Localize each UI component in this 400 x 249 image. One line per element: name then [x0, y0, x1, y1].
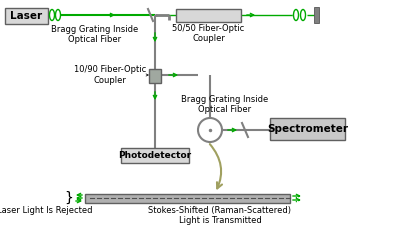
Text: 50/50 Fiber-Optic
Coupler: 50/50 Fiber-Optic Coupler: [172, 24, 245, 43]
Text: Spectrometer: Spectrometer: [267, 124, 348, 134]
Bar: [176, 9, 241, 22]
Bar: [5, 8, 48, 24]
Bar: [270, 118, 345, 140]
Text: Photodetector: Photodetector: [118, 151, 192, 160]
Bar: [149, 69, 161, 83]
Text: Bragg Grating Inside
Optical Fiber: Bragg Grating Inside Optical Fiber: [181, 95, 269, 114]
Text: Laser Light Is Rejected: Laser Light Is Rejected: [0, 206, 93, 215]
Text: Laser: Laser: [10, 11, 42, 21]
Bar: [314, 7, 319, 23]
Bar: [121, 148, 189, 163]
Text: Stokes-Shifted (Raman-Scattered)
Light is Transmitted: Stokes-Shifted (Raman-Scattered) Light i…: [148, 206, 292, 225]
Text: Bragg Grating Inside
Optical Fiber: Bragg Grating Inside Optical Fiber: [51, 25, 139, 44]
Text: }: }: [64, 191, 73, 205]
Text: 10/90 Fiber-Optic
Coupler: 10/90 Fiber-Optic Coupler: [74, 65, 146, 85]
Bar: [85, 194, 290, 203]
